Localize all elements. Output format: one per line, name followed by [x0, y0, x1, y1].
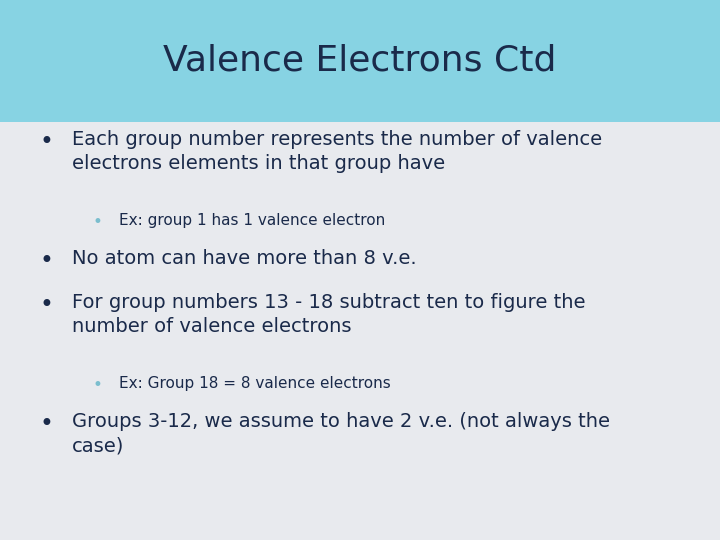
Text: Groups 3-12, we assume to have 2 v.e. (not always the
case): Groups 3-12, we assume to have 2 v.e. (n… [72, 412, 610, 455]
Text: •: • [40, 412, 54, 436]
Text: Ex: group 1 has 1 valence electron: Ex: group 1 has 1 valence electron [119, 213, 385, 228]
Text: No atom can have more than 8 v.e.: No atom can have more than 8 v.e. [72, 249, 417, 268]
Text: •: • [40, 249, 54, 273]
Text: •: • [40, 130, 54, 153]
Text: Each group number represents the number of valence
electrons elements in that gr: Each group number represents the number … [72, 130, 602, 173]
Text: For group numbers 13 - 18 subtract ten to figure the
number of valence electrons: For group numbers 13 - 18 subtract ten t… [72, 293, 585, 336]
Text: •: • [92, 376, 102, 394]
Text: •: • [40, 293, 54, 316]
Text: Valence Electrons Ctd: Valence Electrons Ctd [163, 44, 557, 78]
Text: Ex: Group 18 = 8 valence electrons: Ex: Group 18 = 8 valence electrons [119, 376, 390, 391]
Bar [0, 0, 720, 122]
Text: •: • [92, 213, 102, 231]
